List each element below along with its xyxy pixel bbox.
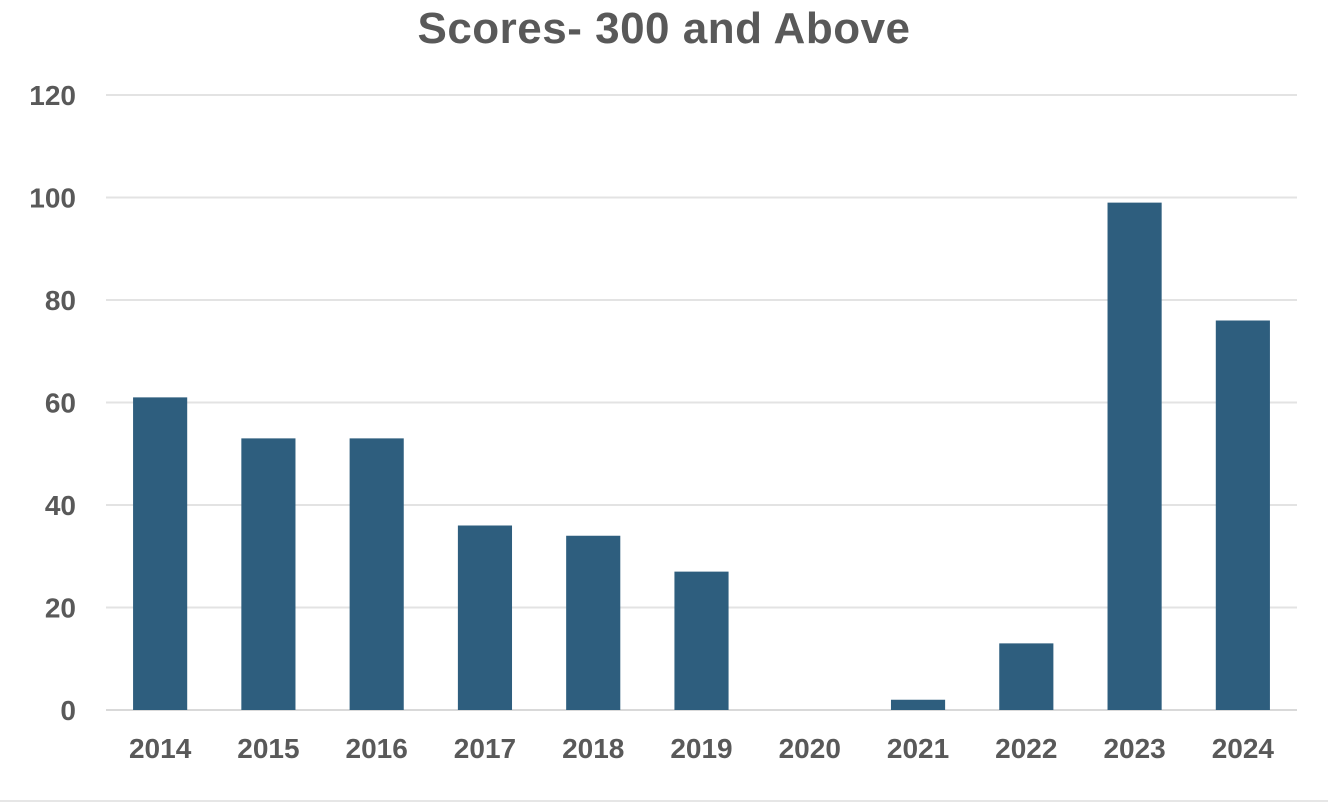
y-tick-label: 40 — [45, 490, 76, 521]
bar-2014 — [133, 397, 188, 710]
x-tick-label: 2015 — [237, 733, 299, 764]
bar-2019 — [674, 571, 729, 710]
x-tick-label: 2024 — [1212, 733, 1275, 764]
x-tick-label: 2019 — [670, 733, 732, 764]
x-tick-label: 2021 — [887, 733, 949, 764]
x-tick-label: 2017 — [454, 733, 516, 764]
x-tick-label: 2018 — [562, 733, 624, 764]
bar-2015 — [241, 438, 296, 710]
y-tick-label: 100 — [29, 183, 76, 214]
bar-2023 — [1107, 202, 1162, 710]
y-tick-label: 60 — [45, 388, 76, 419]
bar-2021 — [890, 699, 946, 710]
y-tick-label: 80 — [45, 285, 76, 316]
x-tick-label: 2023 — [1103, 733, 1165, 764]
bar-2024 — [1215, 320, 1270, 710]
bar-2017 — [457, 525, 513, 710]
bar-2022 — [999, 643, 1054, 710]
y-tick-label: 20 — [45, 593, 76, 624]
chart-bottom-border — [0, 800, 1328, 802]
bar-2016 — [349, 438, 404, 710]
x-tick-label: 2016 — [346, 733, 408, 764]
bar-2018 — [566, 535, 621, 710]
y-tick-label: 120 — [29, 80, 76, 111]
chart-title: Scores- 300 and Above — [417, 4, 911, 53]
x-tick-label: 2020 — [779, 733, 841, 764]
x-tick-label: 2014 — [129, 733, 192, 764]
y-tick-label: 0 — [60, 695, 76, 726]
x-tick-label: 2022 — [995, 733, 1057, 764]
